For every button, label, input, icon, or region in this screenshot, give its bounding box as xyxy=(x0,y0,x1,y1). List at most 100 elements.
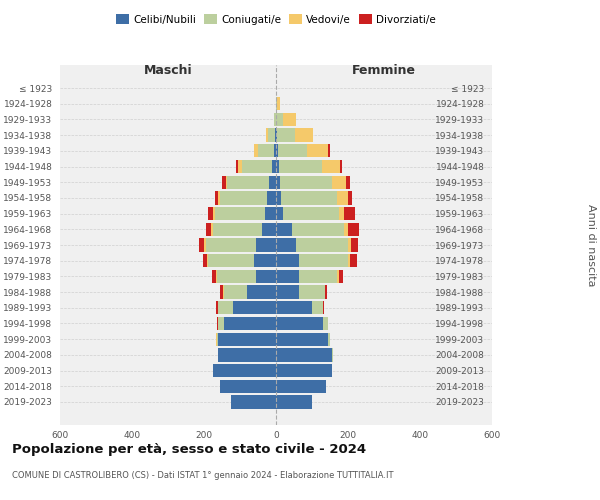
Bar xyxy=(312,301,323,314)
Bar xyxy=(206,222,211,236)
Bar xyxy=(276,144,278,158)
Bar xyxy=(276,364,332,377)
Bar xyxy=(276,160,279,173)
Bar xyxy=(348,191,352,204)
Bar xyxy=(348,238,351,252)
Bar xyxy=(276,348,332,362)
Bar xyxy=(236,160,238,173)
Bar xyxy=(265,207,276,220)
Bar xyxy=(262,222,276,236)
Bar xyxy=(218,191,220,204)
Text: Anni di nascita: Anni di nascita xyxy=(586,204,596,286)
Bar xyxy=(337,191,348,204)
Bar xyxy=(277,128,295,142)
Text: Maschi: Maschi xyxy=(143,64,193,77)
Text: Femmine: Femmine xyxy=(352,64,416,77)
Bar xyxy=(328,332,330,346)
Text: COMUNE DI CASTROLIBERO (CS) - Dati ISTAT 1° gennaio 2024 - Elaborazione TUTTITAL: COMUNE DI CASTROLIBERO (CS) - Dati ISTAT… xyxy=(12,470,394,480)
Bar xyxy=(296,238,348,252)
Bar xyxy=(323,317,328,330)
Bar xyxy=(224,317,276,330)
Bar xyxy=(351,238,358,252)
Bar xyxy=(332,176,346,189)
Bar xyxy=(247,286,276,299)
Bar xyxy=(254,254,276,268)
Bar xyxy=(227,176,269,189)
Bar xyxy=(254,144,258,158)
Bar xyxy=(276,332,328,346)
Bar xyxy=(203,254,207,268)
Bar xyxy=(307,144,328,158)
Bar xyxy=(276,380,326,393)
Bar xyxy=(217,270,256,283)
Bar xyxy=(269,176,276,189)
Bar xyxy=(268,128,275,142)
Bar xyxy=(216,270,217,283)
Bar xyxy=(339,207,344,220)
Bar xyxy=(224,286,247,299)
Bar xyxy=(346,176,350,189)
Bar xyxy=(206,238,256,252)
Bar xyxy=(258,144,274,158)
Bar xyxy=(211,222,213,236)
Bar xyxy=(276,254,299,268)
Bar xyxy=(266,128,268,142)
Bar xyxy=(208,207,213,220)
Bar xyxy=(208,254,254,268)
Bar xyxy=(339,270,343,283)
Bar xyxy=(276,396,312,408)
Bar xyxy=(276,97,277,110)
Bar xyxy=(231,396,276,408)
Bar xyxy=(242,160,272,173)
Bar xyxy=(218,301,233,314)
Bar xyxy=(276,286,299,299)
Bar xyxy=(280,176,332,189)
Bar xyxy=(348,254,350,268)
Bar xyxy=(238,160,242,173)
Bar xyxy=(222,176,226,189)
Bar xyxy=(218,348,276,362)
Bar xyxy=(217,332,218,346)
Bar xyxy=(337,270,339,283)
Bar xyxy=(325,286,327,299)
Bar xyxy=(213,207,215,220)
Bar xyxy=(278,144,307,158)
Bar xyxy=(276,113,283,126)
Bar xyxy=(223,286,224,299)
Bar xyxy=(256,238,276,252)
Bar xyxy=(283,207,339,220)
Bar xyxy=(281,191,337,204)
Bar xyxy=(322,160,340,173)
Bar xyxy=(276,176,280,189)
Bar xyxy=(340,160,342,173)
Bar xyxy=(217,317,218,330)
Bar xyxy=(215,207,265,220)
Bar xyxy=(220,191,267,204)
Bar xyxy=(344,222,348,236)
Bar xyxy=(233,301,276,314)
Bar xyxy=(348,222,359,236)
Bar xyxy=(207,254,208,268)
Bar xyxy=(283,113,296,126)
Bar xyxy=(212,270,216,283)
Bar xyxy=(276,222,292,236)
Bar xyxy=(350,254,357,268)
Bar xyxy=(299,254,348,268)
Bar xyxy=(272,160,276,173)
Bar xyxy=(276,301,312,314)
Bar xyxy=(274,144,276,158)
Bar xyxy=(213,364,276,377)
Bar xyxy=(344,207,355,220)
Bar xyxy=(279,160,322,173)
Bar xyxy=(220,286,223,299)
Text: Popolazione per età, sesso e stato civile - 2024: Popolazione per età, sesso e stato civil… xyxy=(12,442,366,456)
Bar xyxy=(204,238,206,252)
Bar xyxy=(328,144,330,158)
Bar xyxy=(213,222,262,236)
Bar xyxy=(218,332,276,346)
Bar xyxy=(275,128,276,142)
Bar xyxy=(216,301,218,314)
Legend: Celibi/Nubili, Coniugati/e, Vedovi/e, Divorziati/e: Celibi/Nubili, Coniugati/e, Vedovi/e, Di… xyxy=(112,10,440,29)
Bar xyxy=(226,176,227,189)
Bar xyxy=(215,191,218,204)
